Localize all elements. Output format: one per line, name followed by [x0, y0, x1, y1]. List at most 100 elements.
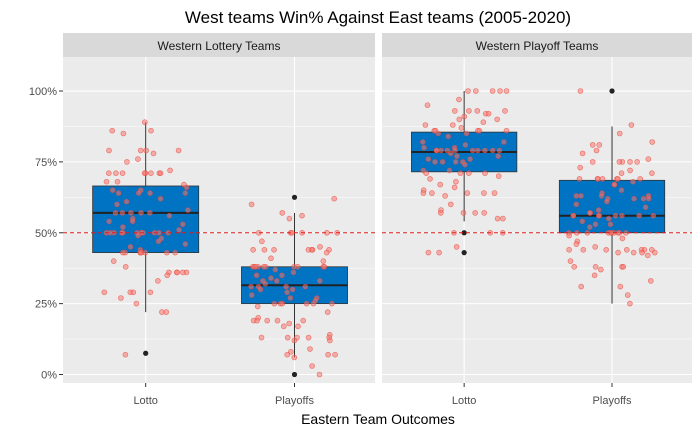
- data-point: [135, 190, 142, 196]
- data-point: [271, 300, 278, 307]
- data-point: [578, 283, 585, 290]
- data-point: [316, 371, 323, 378]
- data-point: [640, 195, 647, 202]
- data-point: [452, 159, 459, 165]
- data-point: [305, 247, 312, 253]
- data-point: [273, 278, 280, 284]
- data-point: [612, 212, 619, 219]
- data-point: [456, 116, 463, 123]
- data-point: [327, 337, 333, 344]
- data-point: [157, 195, 164, 202]
- data-point: [592, 244, 599, 250]
- data-point: [580, 247, 587, 253]
- x-tick-label: Lotto: [452, 395, 476, 407]
- data-point: [645, 156, 652, 162]
- data-point: [250, 247, 256, 253]
- data-point: [166, 212, 173, 219]
- data-point: [128, 210, 134, 216]
- data-point: [631, 195, 637, 202]
- data-point: [331, 195, 338, 202]
- data-point: [480, 119, 487, 125]
- data-point: [586, 224, 593, 230]
- data-point: [157, 170, 164, 176]
- data-point: [332, 351, 338, 358]
- data-point: [627, 159, 633, 165]
- data-point: [595, 212, 602, 219]
- data-point: [291, 354, 298, 361]
- data-point: [503, 88, 510, 94]
- data-point: [122, 351, 129, 358]
- data-point: [579, 218, 586, 225]
- data-point: [578, 193, 584, 199]
- y-tick-label: 75%: [35, 157, 57, 169]
- data-point: [101, 289, 108, 296]
- data-point: [329, 300, 335, 307]
- data-point: [123, 198, 130, 205]
- data-point: [135, 156, 141, 162]
- data-point: [647, 278, 654, 284]
- outlier-point: [291, 194, 298, 200]
- strip-label: Western Playoff Teams: [476, 39, 599, 53]
- data-point: [634, 159, 640, 165]
- data-point: [592, 221, 599, 228]
- strip-label: Western Lottery Teams: [158, 39, 281, 53]
- data-point: [148, 127, 154, 134]
- data-point: [253, 272, 260, 279]
- data-point: [124, 159, 130, 165]
- data-point: [436, 249, 442, 256]
- data-point: [458, 125, 465, 131]
- data-point: [286, 215, 293, 222]
- data-point: [164, 272, 170, 279]
- data-point: [135, 232, 141, 239]
- data-point: [591, 272, 598, 279]
- y-tick-label: 0%: [41, 369, 57, 381]
- data-point: [284, 334, 291, 341]
- data-point: [283, 283, 289, 290]
- data-point: [615, 249, 621, 256]
- data-point: [113, 170, 119, 176]
- data-point: [597, 266, 604, 273]
- data-point: [620, 263, 627, 270]
- data-point: [616, 130, 623, 137]
- data-point: [110, 258, 117, 264]
- data-point: [570, 212, 577, 219]
- data-point: [482, 147, 488, 154]
- data-point: [437, 210, 444, 216]
- data-point: [320, 258, 327, 264]
- data-point: [248, 283, 254, 290]
- data-point: [260, 263, 267, 270]
- data-point: [618, 187, 625, 193]
- data-point: [603, 247, 610, 253]
- data-point: [435, 130, 442, 137]
- data-point: [309, 363, 315, 369]
- data-point: [310, 300, 317, 307]
- data-point: [496, 147, 503, 154]
- data-point: [618, 170, 625, 176]
- data-point: [248, 292, 255, 298]
- data-point: [636, 212, 643, 219]
- data-point: [118, 295, 124, 301]
- data-point: [463, 130, 470, 137]
- data-point: [485, 110, 492, 117]
- data-point: [467, 156, 473, 162]
- data-point: [167, 167, 173, 174]
- data-point: [280, 323, 287, 330]
- data-point: [472, 88, 479, 94]
- data-point: [649, 170, 655, 176]
- panels-layer: 0% 25% 50% 75% 100% Western Lottery Teams Lott…: [29, 33, 692, 407]
- data-point: [500, 215, 506, 222]
- data-point: [494, 116, 501, 123]
- data-point: [573, 241, 580, 247]
- data-point: [155, 278, 161, 284]
- data-point: [142, 119, 148, 125]
- data-point: [456, 96, 462, 103]
- data-point: [425, 156, 432, 162]
- data-point: [141, 170, 148, 176]
- data-point: [127, 244, 134, 250]
- data-point: [605, 215, 612, 222]
- data-point: [291, 263, 297, 270]
- outlier-point: [461, 230, 467, 236]
- data-point: [175, 147, 182, 154]
